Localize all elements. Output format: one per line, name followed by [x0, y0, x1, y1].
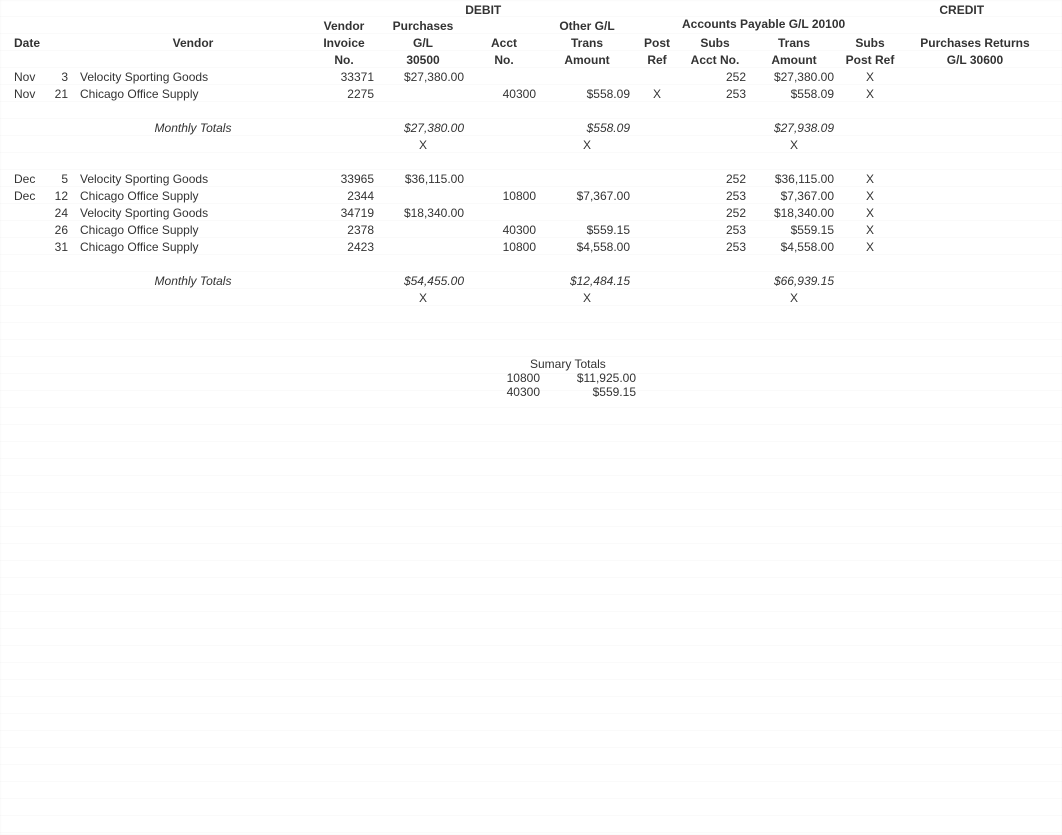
hdr-subs-acct-2: Acct No. — [680, 53, 750, 67]
header-group-row: DEBIT CREDIT — [0, 0, 1062, 17]
table-row[interactable]: Dec12Chicago Office Supply234410800$7,36… — [0, 187, 1062, 204]
spreadsheet-sheet: DEBIT CREDIT Accounts Payable G/L 20100 … — [0, 0, 1062, 835]
hdr-postref-2: Ref — [634, 53, 680, 67]
hdr-other-acct-2: Acct — [468, 36, 540, 50]
spacer-row — [0, 102, 1062, 119]
table-row[interactable]: 31Chicago Office Supply242310800$4,558.0… — [0, 238, 1062, 255]
header-credit: CREDIT — [861, 3, 1062, 17]
hdr-other-acct-3: No. — [468, 53, 540, 67]
summary-row: 10800$11,925.00 — [0, 371, 1062, 385]
hdr-other-trans-2: Trans — [540, 36, 634, 50]
spacer-row — [0, 306, 1062, 323]
table-row[interactable]: 24Velocity Sporting Goods34719$18,340.00… — [0, 204, 1062, 221]
table-row[interactable]: Nov3Velocity Sporting Goods33371$27,380.… — [0, 68, 1062, 85]
table-row[interactable]: 26Chicago Office Supply237840300$559.152… — [0, 221, 1062, 238]
hdr-subs-acct-1: Subs — [680, 36, 750, 50]
hdr-returns-2: G/L 30600 — [902, 53, 1048, 67]
hdr-date: Date — [0, 36, 40, 50]
hdr-postref-1: Post — [634, 36, 680, 50]
header-accounts-payable: Accounts Payable G/L 20100 — [682, 17, 845, 31]
summary-block: Sumary Totals 10800$11,925.0040300$559.1… — [0, 357, 1062, 399]
hdr-other-gl-1: Other G/L — [540, 19, 634, 33]
monthly-totals-row: Monthly Totals$27,380.00$558.09$27,938.0… — [0, 119, 1062, 136]
hdr-purchases-2: G/L — [378, 36, 468, 50]
summary-title: Sumary Totals — [530, 357, 1062, 371]
summary-acct: 10800 — [0, 371, 540, 385]
header-row-3: No. 30500 No. Amount Ref Acct No. Amount… — [0, 51, 1062, 68]
hdr-trans-amt-2: Amount — [750, 53, 838, 67]
summary-acct: 40300 — [0, 385, 540, 399]
spacer-row — [0, 153, 1062, 170]
header-debit: DEBIT — [361, 3, 605, 17]
hdr-subs-post-1: Subs — [838, 36, 902, 50]
totals-x-row: XXX — [0, 136, 1062, 153]
hdr-vendor-invoice-3: No. — [310, 53, 378, 67]
hdr-purchases-1: Purchases — [378, 19, 468, 33]
spacer-row — [0, 255, 1062, 272]
hdr-purchases-3: 30500 — [378, 53, 468, 67]
hdr-returns-1: Purchases Returns — [902, 36, 1048, 50]
hdr-subs-post-2: Post Ref — [838, 53, 902, 67]
totals-x-row: XXX — [0, 289, 1062, 306]
table-row[interactable]: Nov21Chicago Office Supply227540300$558.… — [0, 85, 1062, 102]
summary-amount: $11,925.00 — [540, 371, 636, 385]
header-row-2: Date Vendor Invoice G/L Acct Trans Post … — [0, 34, 1062, 51]
hdr-vendor-invoice-2: Invoice — [310, 36, 378, 50]
hdr-trans-amt-1: Trans — [750, 36, 838, 50]
summary-row: 40300$559.15 — [0, 385, 1062, 399]
table-row[interactable]: Dec5Velocity Sporting Goods33965$36,115.… — [0, 170, 1062, 187]
monthly-totals-row: Monthly Totals$54,455.00$12,484.15$66,93… — [0, 272, 1062, 289]
summary-amount: $559.15 — [540, 385, 636, 399]
hdr-other-trans-3: Amount — [540, 53, 634, 67]
hdr-vendor-invoice-1: Vendor — [310, 19, 378, 33]
table-body: Nov3Velocity Sporting Goods33371$27,380.… — [0, 68, 1062, 323]
header-row-1: Vendor Purchases Other G/L — [0, 17, 1062, 34]
hdr-vendor: Vendor — [72, 36, 310, 50]
